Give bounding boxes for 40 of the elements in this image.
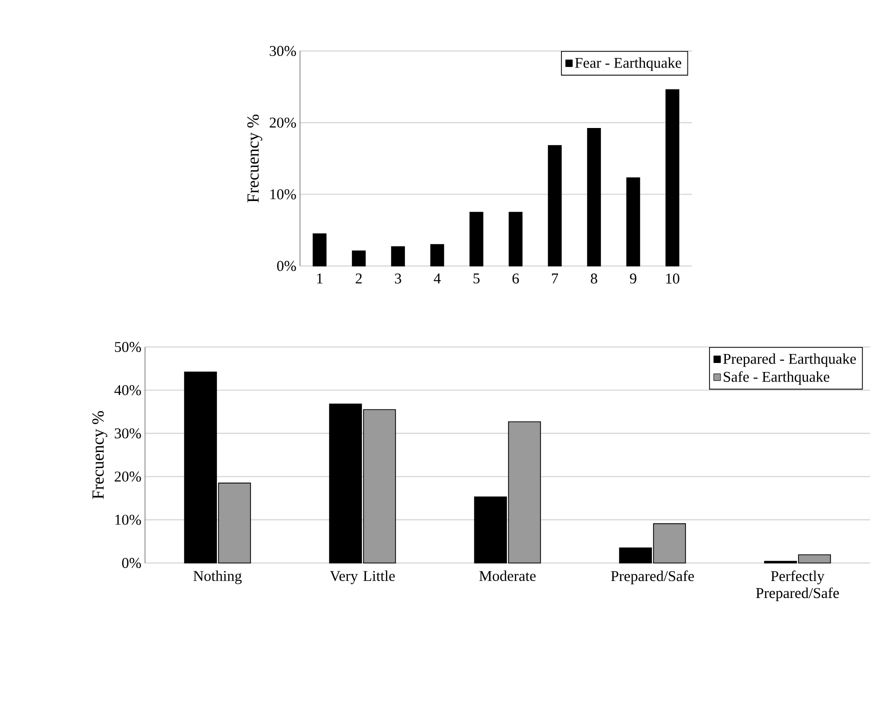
x-tick-label: 4 [434, 274, 441, 284]
bar [352, 250, 366, 266]
x-tick-label: 1 [317, 274, 322, 284]
legend-label: Fear - Earthquake [575, 57, 682, 71]
y-axis-title: Frecuency % [92, 411, 108, 499]
x-tick-label: 10 [666, 274, 680, 284]
x-tick-label: Moderate [479, 570, 536, 582]
bar [548, 145, 562, 266]
y-tick-label: 30% [114, 428, 141, 438]
x-tick-label: 5 [474, 274, 480, 284]
y-tick-label: 10% [115, 514, 141, 525]
legend-label: Prepared - Earthquake [723, 353, 856, 367]
bar [391, 246, 405, 266]
x-tick-label: 9 [630, 274, 636, 284]
bar [626, 177, 640, 266]
y-tick-label: 0% [277, 260, 296, 272]
bar [666, 89, 680, 266]
y-tick-label: 20% [114, 472, 141, 482]
y-tick-label: 30% [270, 46, 296, 56]
y-axis-title: Frecuency % [247, 114, 262, 202]
x-tick-label: Prepared/Safe [611, 570, 694, 584]
x-tick-label: Nothing [193, 570, 242, 584]
bar [587, 128, 601, 266]
x-tick-label: Very Little [330, 570, 395, 584]
x-tick-label: Perfectly Prepared/Safe [756, 570, 839, 602]
bar [430, 244, 444, 266]
x-tick-label: 3 [394, 274, 402, 284]
x-tick-label: 2 [356, 274, 362, 284]
x-tick-label: 8 [590, 274, 598, 284]
bar [312, 233, 327, 266]
y-tick-label: 50% [114, 342, 141, 352]
y-tick-label: 0% [122, 558, 141, 568]
y-tick-label: 40% [114, 385, 141, 396]
bar [470, 212, 484, 266]
x-tick-label: 7 [552, 274, 558, 284]
y-tick-label: 20% [270, 118, 296, 128]
bar [508, 212, 523, 266]
x-tick-label: 6 [512, 274, 519, 284]
legend-label: Safe - Earthquake [724, 371, 830, 385]
y-tick-label: 10% [270, 189, 296, 200]
